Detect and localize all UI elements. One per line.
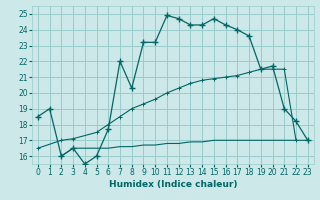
X-axis label: Humidex (Indice chaleur): Humidex (Indice chaleur) xyxy=(108,180,237,189)
